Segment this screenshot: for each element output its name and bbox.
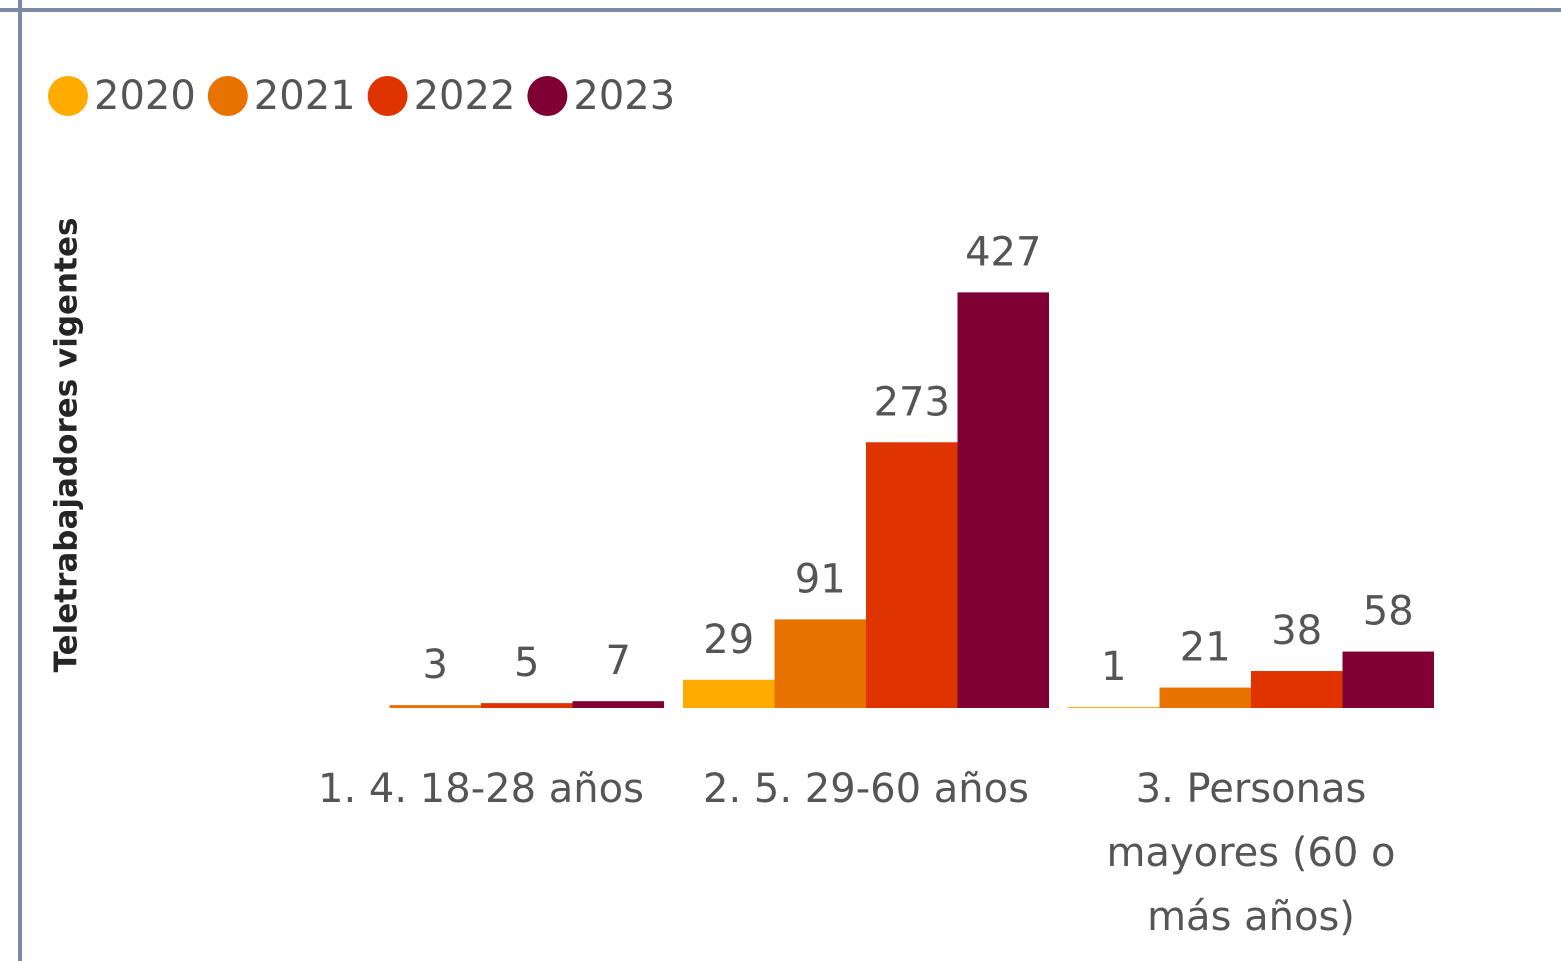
value-label: 38 bbox=[1271, 608, 1322, 654]
value-label: 5 bbox=[514, 640, 539, 686]
bar bbox=[389, 705, 481, 708]
legend-label: 2023 bbox=[573, 73, 675, 119]
value-label: 1 bbox=[1101, 644, 1126, 690]
legend-label: 2022 bbox=[414, 73, 516, 119]
legend-swatch bbox=[527, 76, 568, 116]
bar bbox=[866, 442, 958, 708]
value-label: 3 bbox=[423, 642, 448, 688]
bar bbox=[774, 619, 866, 708]
value-label: 273 bbox=[874, 379, 950, 425]
bar bbox=[1342, 651, 1434, 708]
value-label: 91 bbox=[795, 556, 846, 602]
frame-left bbox=[18, 0, 22, 961]
legend-swatch bbox=[207, 76, 248, 116]
value-label: 29 bbox=[703, 617, 754, 663]
legend-label: 2021 bbox=[254, 73, 356, 119]
bar bbox=[683, 679, 775, 708]
bar bbox=[1251, 671, 1343, 708]
bar bbox=[481, 703, 573, 708]
bar bbox=[572, 701, 664, 708]
value-label: 7 bbox=[606, 638, 631, 684]
bar bbox=[1068, 707, 1160, 708]
x-tick-label: 3. Personas mayores (60 o más años) bbox=[1106, 766, 1396, 940]
bar bbox=[1159, 687, 1251, 708]
legend-swatch bbox=[48, 76, 88, 116]
y-axis-label: Teletrabajadores vigentes bbox=[49, 218, 85, 673]
legend-label: 2020 bbox=[94, 73, 196, 119]
bar bbox=[957, 292, 1049, 708]
x-tick-label: 2. 5. 29-60 años bbox=[703, 766, 1029, 812]
frame-top bbox=[0, 8, 1561, 12]
value-label: 58 bbox=[1363, 589, 1414, 635]
value-label: 427 bbox=[965, 229, 1041, 275]
value-label: 21 bbox=[1180, 625, 1231, 671]
x-tick-label: 1. 4. 18-28 años bbox=[318, 766, 644, 812]
legend-swatch bbox=[367, 76, 408, 116]
